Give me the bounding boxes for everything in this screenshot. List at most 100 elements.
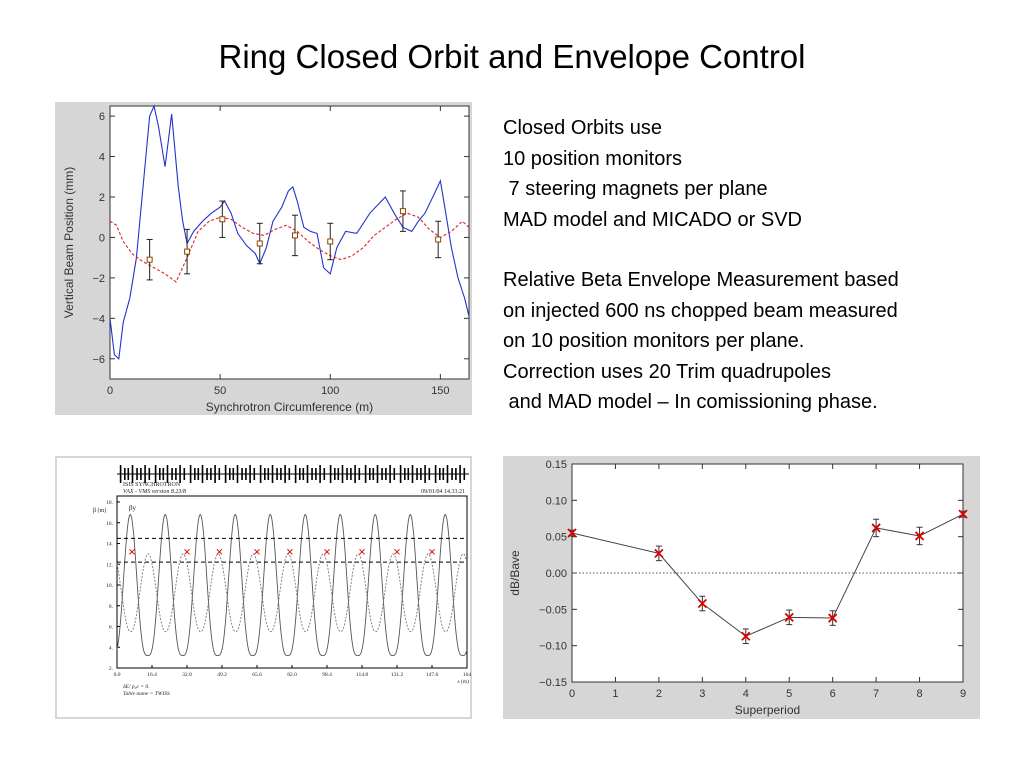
closed-orbit-line: MAD model and MICADO or SVD bbox=[503, 208, 802, 231]
lattice-magnet bbox=[385, 468, 387, 480]
y-tick-label: −2 bbox=[92, 273, 105, 285]
data-point-marker bbox=[958, 509, 968, 519]
lattice-magnet bbox=[253, 468, 256, 480]
lattice-magnet bbox=[364, 465, 367, 483]
data-point-marker bbox=[654, 548, 664, 559]
lattice-magnet bbox=[420, 468, 422, 480]
x-axis-label: Superperiod bbox=[735, 703, 800, 717]
measured-orbit-line bbox=[109, 104, 470, 360]
lattice-magnet bbox=[294, 465, 297, 483]
lattice-magnet bbox=[434, 465, 437, 483]
x-tick-label: 9 bbox=[960, 688, 966, 700]
lattice-magnet bbox=[127, 468, 130, 480]
beta-envelope-line: and MAD model – In comissioning phase. bbox=[503, 391, 878, 413]
lattice-magnet bbox=[306, 465, 309, 483]
x-tick-label: 8 bbox=[916, 688, 922, 700]
data-point-marker bbox=[567, 528, 577, 538]
bpm-marker bbox=[359, 548, 365, 555]
x-axis-label: Synchrotron Circumference (m) bbox=[206, 400, 373, 414]
y-tick-label: −0.10 bbox=[539, 641, 567, 653]
data-point-marker bbox=[828, 613, 838, 623]
y-tick-label: 2. bbox=[109, 666, 114, 672]
x-tick-label: 49.2 bbox=[217, 672, 227, 678]
lattice-magnet bbox=[124, 468, 126, 480]
bpm-marker bbox=[287, 548, 293, 555]
y-tick-label: −0.15 bbox=[539, 677, 567, 689]
x-tick-label: 7 bbox=[873, 688, 879, 700]
beta-envelope-line: on 10 position monitors per plane. bbox=[503, 330, 805, 352]
plot-area bbox=[109, 105, 470, 380]
bpm-marker bbox=[129, 548, 135, 555]
lattice-magnet bbox=[131, 465, 134, 483]
y-tick-label: 2 bbox=[99, 192, 105, 204]
lattice-magnet bbox=[446, 465, 449, 483]
lattice-magnet bbox=[144, 465, 146, 483]
lattice-magnet bbox=[236, 465, 239, 483]
lattice-magnet bbox=[439, 468, 441, 480]
bpm-marker bbox=[394, 548, 400, 555]
x-tick-label: 1 bbox=[612, 688, 618, 700]
bpm-marker bbox=[184, 548, 190, 555]
slide-title: Ring Closed Orbit and Envelope Control bbox=[218, 38, 806, 75]
lattice-magnet bbox=[206, 468, 208, 480]
lattice-magnet bbox=[280, 468, 282, 480]
header-timestamp: 09/01/04 14.33.21 bbox=[421, 489, 465, 495]
lattice-magnet bbox=[381, 468, 383, 480]
lattice-magnet bbox=[341, 465, 344, 483]
y-tick-label: 8. bbox=[109, 604, 114, 610]
lattice-magnet bbox=[354, 465, 356, 483]
lattice-magnet bbox=[218, 468, 221, 480]
measurement-point bbox=[327, 238, 334, 245]
lattice-magnet bbox=[183, 468, 186, 480]
lattice-magnet bbox=[276, 468, 278, 480]
db-bave-chart: 0.15 0.10 0.05 0.00 −0.05 −0.10 −0.150 1 2 3 4 5 6 7 8… bbox=[508, 459, 968, 717]
lattice-magnet bbox=[329, 465, 332, 483]
y-tick-label: 16. bbox=[106, 521, 114, 527]
y-tick-label: 0.05 bbox=[546, 532, 567, 544]
x-tick-label: 98.4 bbox=[322, 672, 332, 678]
lattice-magnet bbox=[451, 468, 453, 480]
bpm-marker bbox=[429, 548, 435, 555]
lattice-magnet bbox=[428, 468, 431, 480]
lattice-magnet bbox=[197, 468, 200, 480]
lattice-magnet bbox=[459, 465, 461, 483]
lattice-magnet bbox=[159, 468, 161, 480]
lattice-magnet bbox=[229, 468, 231, 480]
x-tick-label: 4 bbox=[743, 688, 749, 700]
y-tick-label: 4 bbox=[99, 152, 105, 164]
lattice-magnet bbox=[376, 465, 379, 483]
measurement-point bbox=[435, 236, 442, 243]
measurement-point bbox=[399, 208, 406, 215]
lattice-magnet bbox=[171, 468, 173, 480]
lattice-magnet bbox=[224, 465, 227, 483]
y-tick-label: 10. bbox=[106, 583, 114, 589]
lattice-magnet bbox=[119, 465, 122, 483]
lattice-magnet bbox=[154, 465, 157, 483]
lattice-magnet bbox=[214, 465, 216, 483]
header-line: VAX - VMS version 8.23/8 bbox=[123, 489, 186, 495]
y-tick-label: 14. bbox=[106, 542, 114, 548]
x-tick-label: 2 bbox=[656, 688, 662, 700]
lattice-magnet bbox=[424, 465, 426, 483]
beta-y-curve bbox=[116, 513, 468, 657]
x-tick-label: 100 bbox=[321, 385, 339, 397]
y-tick-label: 18. bbox=[106, 500, 114, 506]
lattice-magnet bbox=[162, 468, 165, 480]
x-tick-label: 164 bbox=[463, 672, 472, 678]
lattice-magnet bbox=[302, 468, 305, 480]
lattice-magnet bbox=[323, 468, 326, 480]
lattice-magnet bbox=[241, 468, 243, 480]
x-tick-label: 6 bbox=[830, 688, 836, 700]
lattice-magnet bbox=[358, 468, 361, 480]
lattice-magnet bbox=[271, 465, 274, 483]
beta-envelope-line: Correction uses 20 Trim quadrupoles bbox=[503, 360, 831, 383]
lattice-magnet bbox=[148, 468, 151, 480]
x-axis-label: s (m) bbox=[458, 678, 470, 685]
x-tick-label: 82.0 bbox=[287, 672, 297, 678]
lattice-magnet bbox=[350, 468, 352, 480]
measurement-point bbox=[256, 240, 263, 247]
data-point-marker bbox=[741, 631, 751, 641]
y-tick-label: 6 bbox=[99, 111, 105, 123]
y-tick-label: −6 bbox=[92, 354, 105, 366]
